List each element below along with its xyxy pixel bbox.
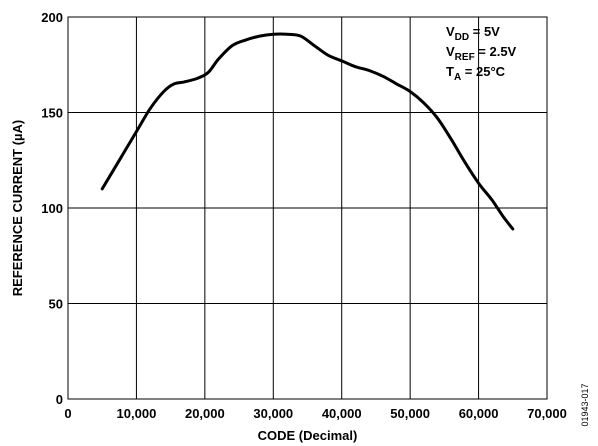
x-tick-label: 0	[64, 406, 71, 421]
grid-lines	[68, 17, 547, 399]
x-axis-label: CODE (Decimal)	[258, 428, 358, 443]
series-line	[100, 32, 515, 231]
x-tick-label: 40,000	[322, 406, 362, 421]
x-tick-label: 50,000	[390, 406, 430, 421]
condition-label: VREF = 2.5V	[446, 44, 517, 63]
condition-label: VDD = 5V	[446, 24, 500, 43]
x-tick-label: 30,000	[253, 406, 293, 421]
y-tick-labels: 0 50 100 150 200	[41, 10, 63, 407]
x-tick-label: 60,000	[459, 406, 499, 421]
x-tick-label: 70,000	[527, 406, 567, 421]
figure-id: 01943-017	[580, 383, 590, 426]
y-tick-label: 200	[41, 10, 63, 25]
x-tick-labels: 0 10,000 20,000 30,000 40,000 50,000 60,000 70,…	[64, 406, 567, 421]
y-tick-label: 0	[56, 392, 63, 407]
x-tick-label: 10,000	[117, 406, 157, 421]
y-tick-label: 100	[41, 201, 63, 216]
y-tick-label: 150	[41, 106, 63, 121]
y-axis-label: REFERENCE CURRENT (µA)	[10, 120, 25, 297]
y-tick-label: 50	[49, 297, 63, 312]
plot-frame	[67, 16, 548, 400]
x-tick-label: 20,000	[185, 406, 225, 421]
condition-label: TA = 25°C	[446, 64, 506, 83]
